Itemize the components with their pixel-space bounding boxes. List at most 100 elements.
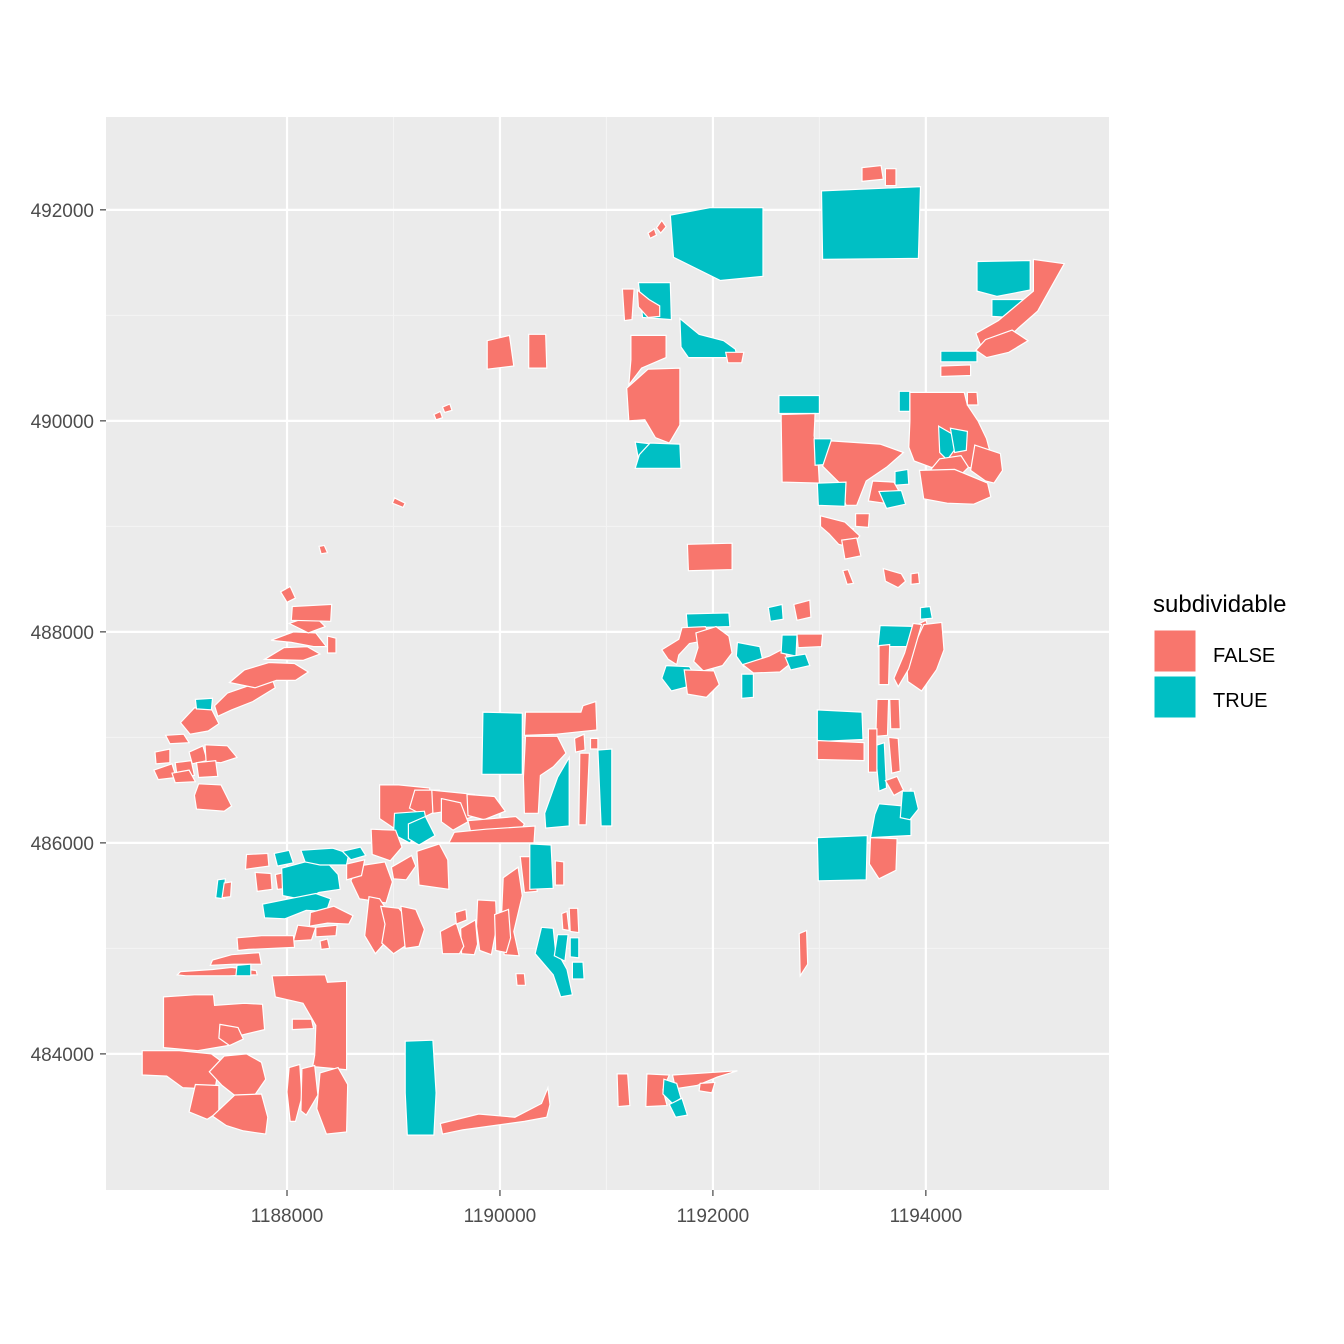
parcel-subdividable-false (796, 633, 824, 649)
parcel-subdividable-false (816, 739, 865, 762)
parcel-subdividable-true (404, 1039, 437, 1136)
parcel-subdividable-false (589, 737, 599, 750)
legend-key-false (1153, 629, 1197, 673)
parcel-subdividable-true (569, 937, 580, 959)
parcel-subdividable-false (447, 825, 536, 844)
parcel-subdividable-true (784, 653, 811, 671)
parcel-subdividable-false (211, 1093, 269, 1135)
parcel-subdividable-false (154, 748, 171, 765)
parcel-subdividable-true (300, 847, 350, 866)
parcel-subdividable-true (940, 350, 978, 363)
parcel-subdividable-false (683, 669, 721, 698)
parcel-subdividable-false (884, 168, 897, 187)
y-tick-label: 484000 (31, 1045, 94, 1066)
parcel-subdividable-false (228, 661, 310, 689)
parcel-subdividable-true (668, 1097, 689, 1118)
parcel-subdividable-true (816, 481, 847, 507)
parcel-subdividable-false (887, 736, 901, 774)
parcel-subdividable-true (767, 603, 784, 622)
parcel-subdividable-true (894, 468, 910, 486)
parcel-subdividable-true (481, 711, 523, 775)
parcel-subdividable-false (882, 567, 907, 589)
legend-key-true (1153, 675, 1197, 719)
parcel-subdividable-false (940, 364, 972, 378)
parcel-subdividable-false (316, 1066, 349, 1135)
parcel-subdividable-true (407, 815, 436, 846)
parcel-subdividable-true (571, 961, 585, 980)
parcel-subdividable-true (235, 963, 252, 977)
parcel-subdividable-true (780, 634, 798, 657)
parcel-subdividable-false (523, 700, 598, 736)
parcel-subdividable-false (466, 793, 507, 821)
y-tick-label: 490000 (31, 412, 94, 433)
parcel-subdividable-true (816, 709, 864, 743)
parcel-subdividable-true (778, 394, 821, 415)
parcel-subdividable-true (534, 926, 574, 998)
parcel-subdividable-false (621, 288, 635, 322)
parcel-subdividable-false (433, 410, 444, 421)
legend-label-true: TRUE (1213, 690, 1267, 712)
legend: subdividable FALSE TRUE (1153, 591, 1286, 719)
parcel-subdividable-false (254, 871, 273, 893)
parcel-subdividable-false (568, 907, 580, 934)
parcel-subdividable-false (636, 288, 661, 319)
parcel-subdividable-false (884, 775, 905, 797)
parcel-subdividable-false (262, 645, 322, 662)
parcel-subdividable-false (655, 219, 667, 235)
legend-title: subdividable (1153, 591, 1286, 618)
parcel-subdividable-false (841, 537, 862, 560)
parcel-subdividable-false (616, 1073, 631, 1108)
parcel-subdividable-false (346, 859, 366, 881)
parcel-subdividable-false (390, 854, 417, 881)
y-tick-label: 486000 (31, 834, 94, 855)
parcel-subdividable-false (319, 938, 331, 951)
parcel-subdividable-false (910, 572, 921, 586)
parcel-subdividable-true (899, 790, 920, 821)
parcel-subdividable-false (868, 836, 898, 880)
parcel-subdividable-false (798, 929, 809, 978)
parcel-subdividable-false (561, 910, 570, 932)
parcel-subdividable-false (416, 843, 450, 890)
parcel-subdividable-false (578, 752, 591, 826)
parcel-layer (141, 164, 1066, 1136)
parcel-subdividable-true (816, 834, 868, 882)
parcel-subdividable-false (974, 329, 1030, 359)
parcel-subdividable-false (179, 707, 220, 735)
y-tick-label: 488000 (31, 623, 94, 644)
parcel-subdividable-false (279, 585, 297, 604)
parcel-subdividable-false (867, 728, 878, 773)
parcel-subdividable-true (976, 259, 1031, 298)
parcel-subdividable-false (300, 1064, 319, 1117)
parcel-subdividable-false (292, 924, 317, 942)
parcel-subdividable-false (221, 881, 233, 899)
parcel-subdividable-false (573, 733, 586, 753)
parcel-subdividable-false (628, 334, 667, 388)
parcel-subdividable-false (290, 603, 333, 622)
parcel-subdividable-false (315, 924, 338, 938)
parcel-subdividable-false (878, 643, 891, 686)
parcel-subdividable-false (966, 391, 979, 406)
parcel-subdividable-false (370, 828, 403, 862)
y-tick-label: 492000 (31, 201, 94, 222)
parcel-subdividable-false (439, 1085, 551, 1135)
parcel-subdividable-false (918, 468, 992, 505)
parcel-subdividable-false (686, 542, 733, 572)
parcel-subdividable-false (454, 908, 468, 925)
parcel-subdividable-false (441, 403, 453, 414)
parcel-subdividable-false (486, 334, 515, 370)
parcel-subdividable-false (626, 367, 681, 444)
parcel-subdividable-false (209, 951, 263, 966)
parcel-subdividable-false (780, 412, 821, 484)
parcel-subdividable-false (793, 599, 812, 622)
parcel-subdividable-false (318, 544, 329, 555)
parcel-subdividable-true (194, 697, 214, 711)
parcel-subdividable-true (878, 489, 907, 510)
parcel-subdividable-true (685, 612, 731, 629)
parcel-subdividable-true (634, 442, 682, 469)
parcel-subdividable-false (391, 497, 407, 509)
parcel-subdividable-true (820, 185, 922, 261)
parcel-subdividable-true (919, 605, 934, 620)
parcel-subdividable-false (861, 164, 884, 183)
parcel-subdividable-true (597, 748, 613, 827)
